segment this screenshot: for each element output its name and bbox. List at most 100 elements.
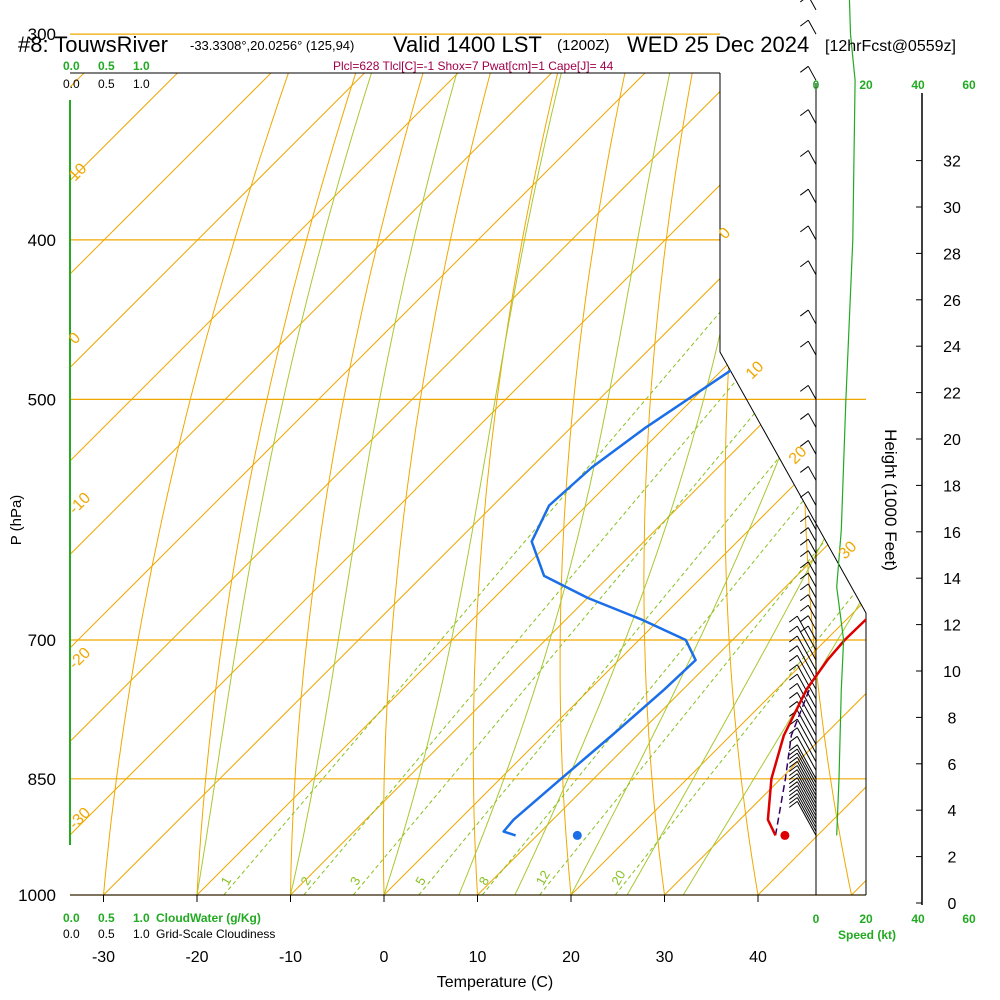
height-tick-label: 28 <box>943 246 961 263</box>
wind-barb-shaft <box>796 793 817 828</box>
dry-adiabat <box>289 73 487 895</box>
pressure-tick-label: 400 <box>28 231 56 250</box>
wind-barb <box>799 515 817 531</box>
pressure-lines: 2503004005007008501000 <box>18 25 866 905</box>
height-tick-label: 0 <box>948 896 957 913</box>
wind-barb-flag <box>799 515 809 523</box>
wind-barb-shaft <box>807 605 817 620</box>
wind-barb-shaft <box>807 188 817 204</box>
height-tick-label: 8 <box>948 710 957 727</box>
moist-adiabats <box>196 73 866 895</box>
parcel-path <box>774 689 811 836</box>
moist-adiabat <box>196 73 430 895</box>
wind-barb <box>788 756 817 792</box>
wind-barb <box>788 752 817 788</box>
dry-adiabat <box>194 73 425 895</box>
wind-barb-flag <box>799 594 809 602</box>
wind-barb-shaft <box>796 752 817 788</box>
wind-barb <box>799 109 817 124</box>
wind-barb <box>799 550 817 565</box>
wind-barb <box>799 527 817 542</box>
wind-barb <box>799 561 817 577</box>
wind-barb-flag <box>788 752 798 760</box>
zulu-time: (1200Z) <box>557 37 610 54</box>
wind-barb-shaft <box>807 583 817 599</box>
wind-barb <box>799 309 817 325</box>
wind-barb-shaft <box>807 572 817 588</box>
isotherm-line <box>70 73 866 895</box>
wind-barb-shaft <box>807 594 817 609</box>
mixing-ratio-label: 8 <box>476 874 493 888</box>
wind-barb-flag <box>788 635 798 643</box>
wind-barb-shaft <box>796 748 817 784</box>
wind-barb <box>799 340 817 356</box>
cloudwater-label: CloudWater (g/Kg) <box>156 911 261 925</box>
wind-barb-flag <box>788 727 798 735</box>
temperature-line <box>766 73 866 836</box>
mixing-ratio-line <box>481 239 866 895</box>
wind-barb-flag <box>799 440 809 447</box>
cloud-scale-bottom-green: 1.0 <box>133 911 150 925</box>
height-tick-label: 22 <box>943 386 961 403</box>
pressure-tick-label: 300 <box>28 25 56 44</box>
isotherm-line <box>70 73 348 895</box>
height-tick-label: 12 <box>943 618 961 635</box>
forecast-info: [12hrFcst@0559z] <box>825 38 956 55</box>
wind-barb <box>799 466 817 481</box>
valid-date: WED 25 Dec 2024 <box>627 32 809 57</box>
wind-barb-flag <box>788 761 798 768</box>
x-tick-label: -30 <box>92 949 115 966</box>
wind-barb-flag <box>799 538 809 546</box>
surface-temperature-point <box>780 830 790 840</box>
speed-scale-bottom: 60 <box>962 912 976 926</box>
wind-barb-shaft <box>796 736 817 771</box>
cloud-scale-top-green: 0.5 <box>98 59 115 73</box>
wind-barb-flag <box>799 615 809 623</box>
isotherm-line <box>70 73 535 895</box>
dry-adiabat <box>559 73 674 895</box>
isotherm-line <box>70 73 866 895</box>
wind-barb <box>788 773 817 808</box>
wind-barb-flag <box>788 785 798 793</box>
cloud-scale-bottom: 1.0 <box>133 927 150 941</box>
wind-barb-flag <box>788 777 798 785</box>
x-tick-label: 40 <box>749 949 767 966</box>
wind-barb-flag <box>799 109 809 117</box>
wind-barb-flag <box>799 188 809 196</box>
wind-barb <box>788 701 817 736</box>
wind-barb-shaft <box>807 615 817 630</box>
wind-barb-shaft <box>807 491 817 506</box>
wind-barb-flag <box>799 491 809 498</box>
cloudwater-panel: 0.00.00.00.00.50.50.50.51.01.01.01.00020… <box>63 0 976 941</box>
valid-time: Valid 1400 LST <box>393 32 542 57</box>
station-title: #8: TouwsRiver <box>18 32 168 57</box>
speed-scale-top: 60 <box>962 78 976 92</box>
mixing-ratio-label: 3 <box>347 874 364 888</box>
height-tick-label: 4 <box>948 803 957 820</box>
isotherm-label: 0 <box>66 329 84 347</box>
moist-adiabat <box>514 73 809 895</box>
isotherm-line <box>70 73 441 895</box>
wind-barb-flag <box>799 527 809 534</box>
wind-barb-flag <box>799 413 809 420</box>
dry-adiabat <box>803 73 860 895</box>
wind-barb-shaft <box>807 109 817 124</box>
wind-barb-flag <box>788 769 798 776</box>
height-tick-label: 18 <box>943 478 961 495</box>
wind-barb-flag <box>799 19 809 27</box>
wind-barb-shaft <box>807 466 817 481</box>
wind-barb-flag <box>788 789 798 797</box>
dry-adiabat <box>954 0 1000 930</box>
cloudiness-label: Grid-Scale Cloudiness <box>156 927 275 941</box>
speed-scale-bottom: 20 <box>859 912 873 926</box>
isotherm-line <box>851 73 866 895</box>
wind-barb-flag <box>788 664 798 672</box>
height-tick-label: 10 <box>943 664 961 681</box>
moist-adiabat <box>290 73 510 895</box>
wind-barb-shaft <box>796 727 817 763</box>
mixing-ratio-label: 12 <box>533 868 553 888</box>
dry-adiabats <box>100 0 1000 930</box>
wind-barb-shaft <box>807 385 817 400</box>
isotherm-line <box>70 73 254 895</box>
isotherm-label: 20 <box>786 443 811 468</box>
